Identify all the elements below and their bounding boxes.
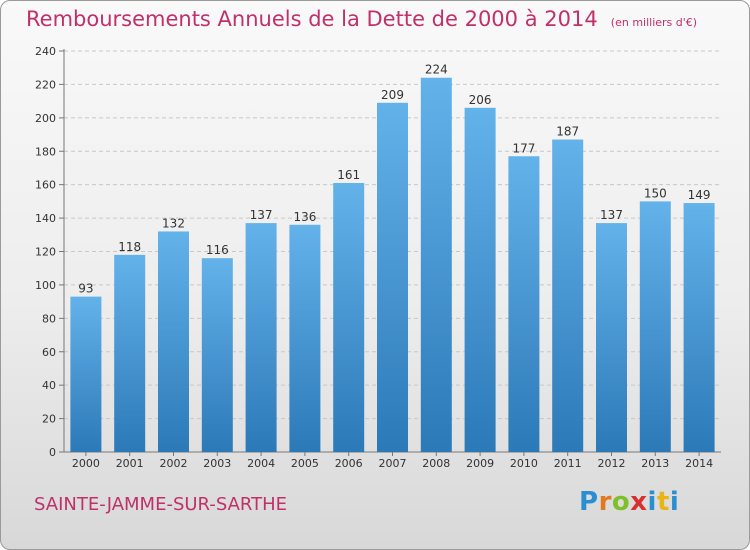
data-label: 224: [425, 63, 448, 77]
y-tick-label: 60: [42, 346, 56, 359]
data-label: 93: [78, 282, 93, 296]
logo-letter: i: [669, 487, 680, 517]
commune-name: SAINTE-JAMME-SUR-SARTHE: [34, 494, 287, 515]
data-label: 118: [118, 240, 141, 254]
x-tick-label: 2001: [116, 457, 144, 470]
y-tick-label: 120: [35, 246, 56, 259]
x-tick-label: 2009: [466, 457, 494, 470]
data-label: 187: [556, 125, 579, 139]
logo-letter: r: [598, 487, 612, 517]
chart-title: Remboursements Annuels de la Dette de 20…: [26, 7, 697, 31]
logo-letter: t: [656, 487, 670, 517]
x-tick-label: 2011: [554, 457, 582, 470]
bar: [596, 223, 627, 452]
logo-letter: P: [579, 487, 599, 517]
bar: [639, 201, 671, 452]
x-tick-label: 2010: [510, 457, 538, 470]
bar: [158, 231, 189, 452]
y-tick-label: 40: [42, 379, 56, 392]
x-tick-label: 2005: [291, 457, 319, 470]
x-tick-label: 2003: [203, 457, 231, 470]
x-tick-label: 2014: [685, 457, 713, 470]
logo-letter: x: [630, 487, 648, 517]
x-tick-label: 2013: [641, 457, 669, 470]
x-tick-label: 2007: [379, 457, 407, 470]
chart-title-unit: (en milliers d'€): [610, 16, 698, 29]
y-tick-label: 240: [35, 45, 56, 58]
y-tick-label: 100: [35, 279, 56, 292]
y-tick-label: 160: [35, 179, 56, 192]
data-label: 116: [206, 243, 229, 257]
bar: [289, 224, 321, 452]
bar: [201, 258, 233, 452]
bar: [464, 107, 496, 452]
chart-title-main: Remboursements Annuels de la Dette de 20…: [26, 7, 598, 31]
y-tick-label: 200: [35, 112, 56, 125]
y-tick-label: 140: [35, 212, 56, 225]
bar: [245, 223, 277, 452]
logo-letter: o: [611, 487, 631, 517]
x-tick-label: 2006: [335, 457, 363, 470]
x-tick-label: 2004: [247, 457, 275, 470]
data-label: 161: [337, 168, 360, 182]
data-label: 149: [688, 188, 711, 202]
bar: [552, 139, 584, 452]
bar: [377, 102, 408, 452]
y-tick-label: 180: [35, 145, 56, 158]
x-tick-label: 2008: [422, 457, 450, 470]
data-label: 137: [600, 208, 623, 222]
data-label: 150: [644, 186, 667, 200]
logo-letter: i: [647, 487, 657, 517]
y-tick-label: 220: [35, 78, 56, 91]
data-label: 136: [293, 210, 316, 224]
bar: [114, 254, 146, 452]
x-tick-label: 2002: [160, 457, 188, 470]
proxiti-logo: Proxiti: [579, 487, 679, 517]
bar: [420, 77, 452, 452]
data-label: 209: [381, 88, 404, 102]
bar: [508, 156, 540, 452]
x-tick-label: 2012: [598, 457, 626, 470]
y-tick-label: 0: [49, 446, 56, 459]
y-tick-label: 20: [42, 413, 56, 426]
data-label: 137: [250, 208, 273, 222]
data-label: 132: [162, 216, 185, 230]
bar: [333, 182, 365, 452]
y-tick-label: 80: [42, 312, 56, 325]
bar: [683, 203, 715, 452]
data-label: 206: [469, 93, 492, 107]
x-tick-label: 2000: [72, 457, 100, 470]
bar: [70, 296, 102, 452]
data-label: 177: [512, 141, 535, 155]
